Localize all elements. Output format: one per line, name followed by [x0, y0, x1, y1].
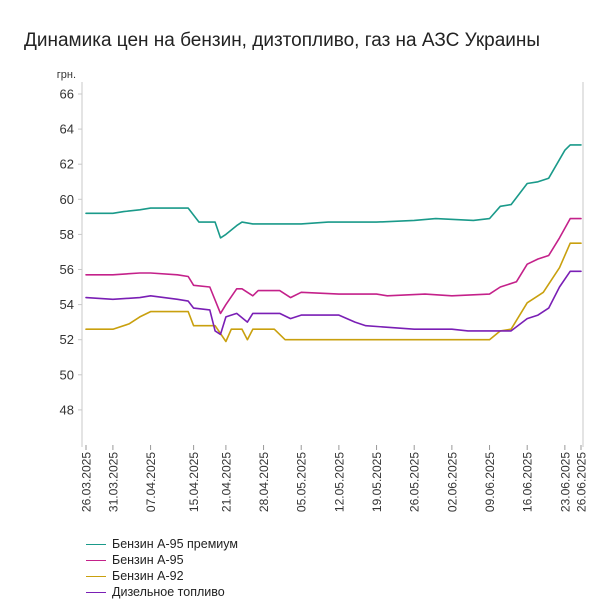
chart-legend: Бензин А-95 премиум Бензин А-95 Бензин А-9… [86, 536, 238, 600]
y-tick-label: 56 [60, 262, 74, 277]
legend-item: Бензин А-95 премиум [86, 536, 238, 552]
y-tick-label: 50 [60, 367, 74, 382]
series-line-1 [85, 144, 582, 239]
x-tick-label: 02.06.2025 [445, 452, 459, 512]
chart-axes: грн. 48 50 52 54 56 58 60 62 64 66 26.03.2025 31.03.… [57, 69, 589, 512]
y-tick-label: 66 [60, 87, 74, 102]
line-chart: грн. 48 50 52 54 56 58 60 62 64 66 26.03.2025 31.03.… [57, 69, 589, 512]
x-tick-label: 07.04.2025 [144, 452, 158, 512]
series-line-4 [85, 270, 582, 336]
chart-title: Динамика цен на бензин, дизтопливо, газ … [24, 30, 541, 51]
legend-swatch [86, 591, 106, 593]
y-tick-label: 54 [60, 297, 74, 312]
legend-swatch [86, 559, 106, 561]
legend-item: Дизельное топливо [86, 584, 238, 600]
legend-label: Бензин А-95 премиум [112, 537, 238, 551]
y-tick-label: 60 [60, 192, 74, 207]
x-tick-label: 05.05.2025 [295, 452, 309, 512]
y-tick-label: 62 [60, 157, 74, 172]
legend-item: Бензин А-95 [86, 552, 238, 568]
legend-swatch [86, 575, 106, 577]
legend-label: Дизельное топливо [112, 585, 225, 599]
x-tick-label: 21.04.2025 [219, 452, 233, 512]
x-tick-label: 19.05.2025 [370, 452, 384, 512]
legend-label: Бензин А-92 [112, 569, 184, 583]
x-tick-label: 26.03.2025 [80, 452, 94, 512]
x-tick-label: 23.06.2025 [558, 452, 572, 512]
x-tick-label: 26.06.2025 [575, 452, 589, 512]
x-tick-label: 31.03.2025 [106, 452, 120, 512]
x-tick-label: 28.04.2025 [257, 452, 271, 512]
x-tick-label: 16.06.2025 [521, 452, 535, 512]
series-line-3 [85, 242, 582, 343]
chart-plot-area [85, 144, 582, 343]
y-tick-label: 58 [60, 227, 74, 242]
y-axis-unit-label: грн. [57, 69, 76, 81]
x-tick-label: 09.06.2025 [483, 452, 497, 512]
x-tick-label: 15.04.2025 [187, 452, 201, 512]
series-line-2 [85, 217, 582, 315]
legend-label: Бензин А-95 [112, 553, 184, 567]
legend-item: Бензин А-92 [86, 568, 238, 584]
y-tick-label: 52 [60, 332, 74, 347]
x-tick-label: 12.05.2025 [332, 452, 346, 512]
x-tick-label: 26.05.2025 [408, 452, 422, 512]
legend-swatch [86, 543, 106, 545]
y-tick-label: 48 [60, 402, 74, 417]
y-tick-label: 64 [60, 122, 74, 137]
